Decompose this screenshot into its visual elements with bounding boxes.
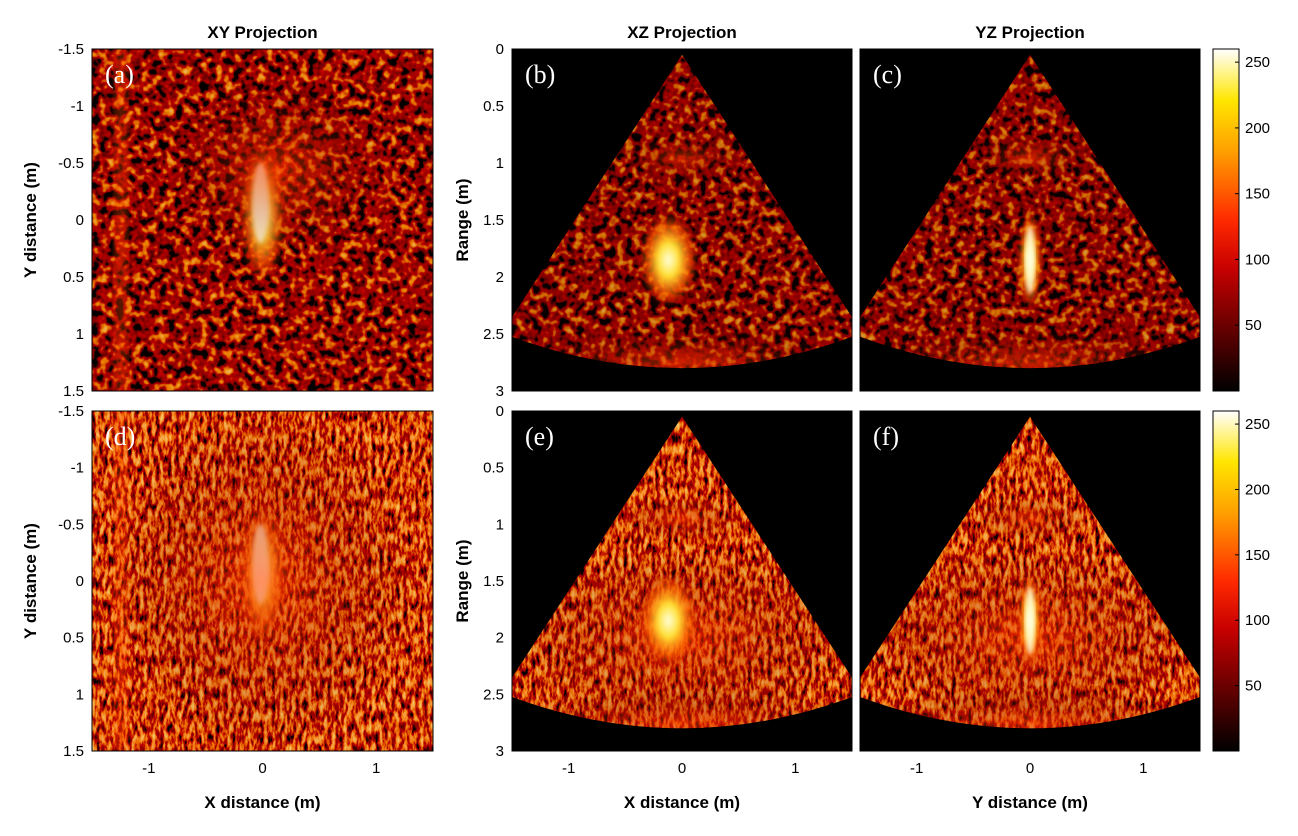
range-tick-label: 1.5	[483, 212, 504, 229]
panel-label: (d)	[105, 422, 135, 451]
axis-labels: Y distance (m) Y distance (m) Range (m) Ran…	[21, 162, 1088, 812]
panel-c: (c)	[859, 48, 1201, 392]
x-distance-axis-label: X distance (m)	[204, 793, 320, 812]
y-distance-axis-label: Y distance (m)	[21, 162, 40, 278]
colorbar-tick-label: 50	[1245, 678, 1262, 695]
colorbar-tick-label: 250	[1245, 416, 1270, 433]
x-tick-label: 1	[372, 760, 380, 777]
range-tick-label: 3	[496, 743, 504, 760]
column-title-0: XY Projection	[207, 23, 317, 42]
panel-e: (e) 0 0.5 1 1.5 2 2.5 3 -1 0 1	[483, 403, 853, 777]
x-tick-label: -1	[910, 760, 923, 777]
range-tick-label: 0.5	[483, 98, 504, 115]
column-title-2: YZ Projection	[975, 23, 1085, 42]
y-tick-label: 1	[76, 686, 84, 703]
range-axis-label: Range (m)	[453, 178, 472, 261]
colorbar-tick-label: 250	[1245, 54, 1270, 71]
colorbar-tick-label: 200	[1245, 120, 1270, 137]
range-tick-label: 2.5	[483, 686, 504, 703]
x-distance-axis-label: X distance (m)	[624, 793, 740, 812]
x-tick-label: 1	[791, 760, 799, 777]
panel-label: (b)	[525, 60, 555, 89]
y-tick-label: 1	[76, 326, 84, 343]
x-tick-label: 0	[678, 760, 686, 777]
panel-f: (f) -1 0 1	[859, 410, 1201, 777]
range-tick-label: 1.5	[483, 573, 504, 590]
x-tick-label: 0	[1026, 760, 1034, 777]
y-tick-label: -1	[71, 98, 84, 115]
panels: (a) -1.5 -1 -0.5 0 0.5 1 1.5 (b) 0 0.5 1 1.5 2 2.5 3 (c)…	[58, 41, 1201, 777]
y-tick-label: 0.5	[63, 269, 84, 286]
panel-d: (d) -1.5 -1 -0.5 0 0.5 1 1.5 -1 0 1	[58, 403, 434, 777]
x-tick-label: -1	[142, 760, 155, 777]
y-distance-bottom-axis-label: Y distance (m)	[972, 793, 1088, 812]
range-tick-label: 1	[496, 516, 504, 533]
panel-b: (b) 0 0.5 1 1.5 2 2.5 3	[483, 41, 853, 400]
colorbar-tick-label: 150	[1245, 547, 1270, 564]
y-tick-label: 0	[76, 212, 84, 229]
colorbar-tick-label: 100	[1245, 251, 1270, 268]
colorbar-0: 50 100 150 200 250	[1212, 48, 1270, 392]
colorbar-tick-label: 150	[1245, 186, 1270, 203]
column-title-1: XZ Projection	[627, 23, 737, 42]
y-tick-label: -1.5	[58, 403, 84, 420]
colorbar-tick-label: 50	[1245, 317, 1262, 334]
panel-a: (a) -1.5 -1 -0.5 0 0.5 1 1.5	[58, 41, 434, 400]
range-tick-label: 0.5	[483, 460, 504, 477]
y-tick-label: 0.5	[63, 630, 84, 647]
colorbar-tick-label: 100	[1245, 612, 1270, 629]
range-tick-label: 0	[496, 41, 504, 58]
y-distance-axis-label: Y distance (m)	[21, 523, 40, 639]
y-tick-label: -0.5	[58, 155, 84, 172]
panel-label: (e)	[525, 422, 554, 451]
x-tick-label: -1	[562, 760, 575, 777]
y-tick-label: 1.5	[63, 383, 84, 400]
column-titles: XY Projection XZ Projection YZ Projection	[207, 23, 1084, 42]
colorbar-1: 50 100 150 200 250	[1212, 410, 1270, 752]
range-tick-label: 1	[496, 155, 504, 172]
range-tick-label: 2	[496, 269, 504, 286]
y-tick-label: -1.5	[58, 41, 84, 58]
x-tick-label: 1	[1139, 760, 1147, 777]
y-tick-label: 0	[76, 573, 84, 590]
range-tick-label: 0	[496, 403, 504, 420]
y-tick-label: 1.5	[63, 743, 84, 760]
range-tick-label: 3	[496, 383, 504, 400]
panel-label: (c)	[873, 60, 902, 89]
x-tick-label: 0	[258, 760, 266, 777]
panel-label: (f)	[873, 422, 899, 451]
y-tick-label: -0.5	[58, 516, 84, 533]
colorbars: 50 100 150 200 250 50 100 150 200 250	[1212, 48, 1270, 752]
range-axis-label: Range (m)	[453, 539, 472, 622]
y-tick-label: -1	[71, 460, 84, 477]
colorbar-tick-label: 200	[1245, 481, 1270, 498]
range-tick-label: 2	[496, 630, 504, 647]
panel-label: (a)	[105, 60, 134, 89]
range-tick-label: 2.5	[483, 326, 504, 343]
